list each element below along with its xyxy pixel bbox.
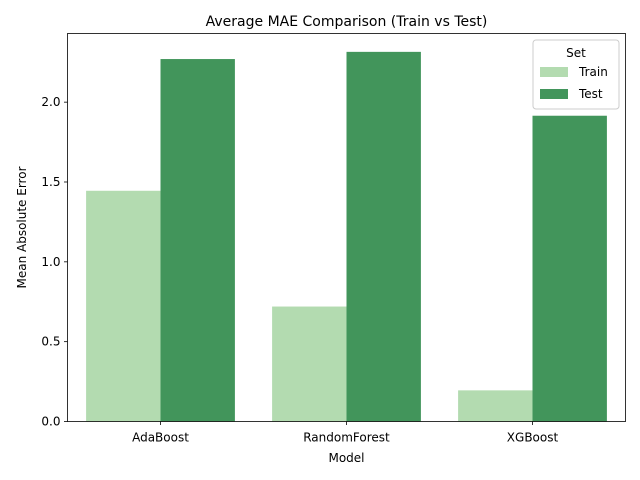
legend-label-test: Test — [578, 87, 603, 101]
legend-label-train: Train — [578, 65, 608, 79]
x-axis-label: Model — [328, 451, 364, 465]
x-tick-label: XGBoost — [507, 431, 559, 445]
plot-frame — [67, 33, 626, 422]
bar-train-adaboost — [86, 190, 161, 422]
y-axis: 0.0 0.5 1.0 1.5 2.0 — [41, 95, 68, 429]
bar-train-randomforest — [272, 306, 347, 422]
legend-title: Set — [566, 46, 586, 60]
x-axis: AdaBoost RandomForest XGBoost — [132, 421, 559, 445]
bar-train-xgboost — [458, 390, 533, 422]
y-axis-label: Mean Absolute Error — [15, 166, 29, 288]
legend: Set Train Test — [532, 39, 620, 110]
y-tick-label: 2.0 — [41, 95, 60, 109]
y-tick-label: 1.0 — [41, 255, 60, 269]
y-tick-label: 0.5 — [41, 335, 60, 349]
x-tick-label: RandomForest — [303, 431, 390, 445]
y-tick-label: 1.5 — [41, 175, 60, 189]
bar-test-xgboost — [532, 115, 607, 422]
legend-swatch-train — [540, 67, 568, 77]
bar-test-adaboost — [160, 59, 235, 422]
y-tick-label: 0.0 — [41, 415, 60, 429]
bars-group — [86, 51, 607, 422]
legend-swatch-test — [540, 89, 568, 99]
bar-test-randomforest — [346, 51, 421, 422]
chart-title: Average MAE Comparison (Train vs Test) — [206, 14, 488, 30]
x-tick-label: AdaBoost — [132, 431, 189, 445]
